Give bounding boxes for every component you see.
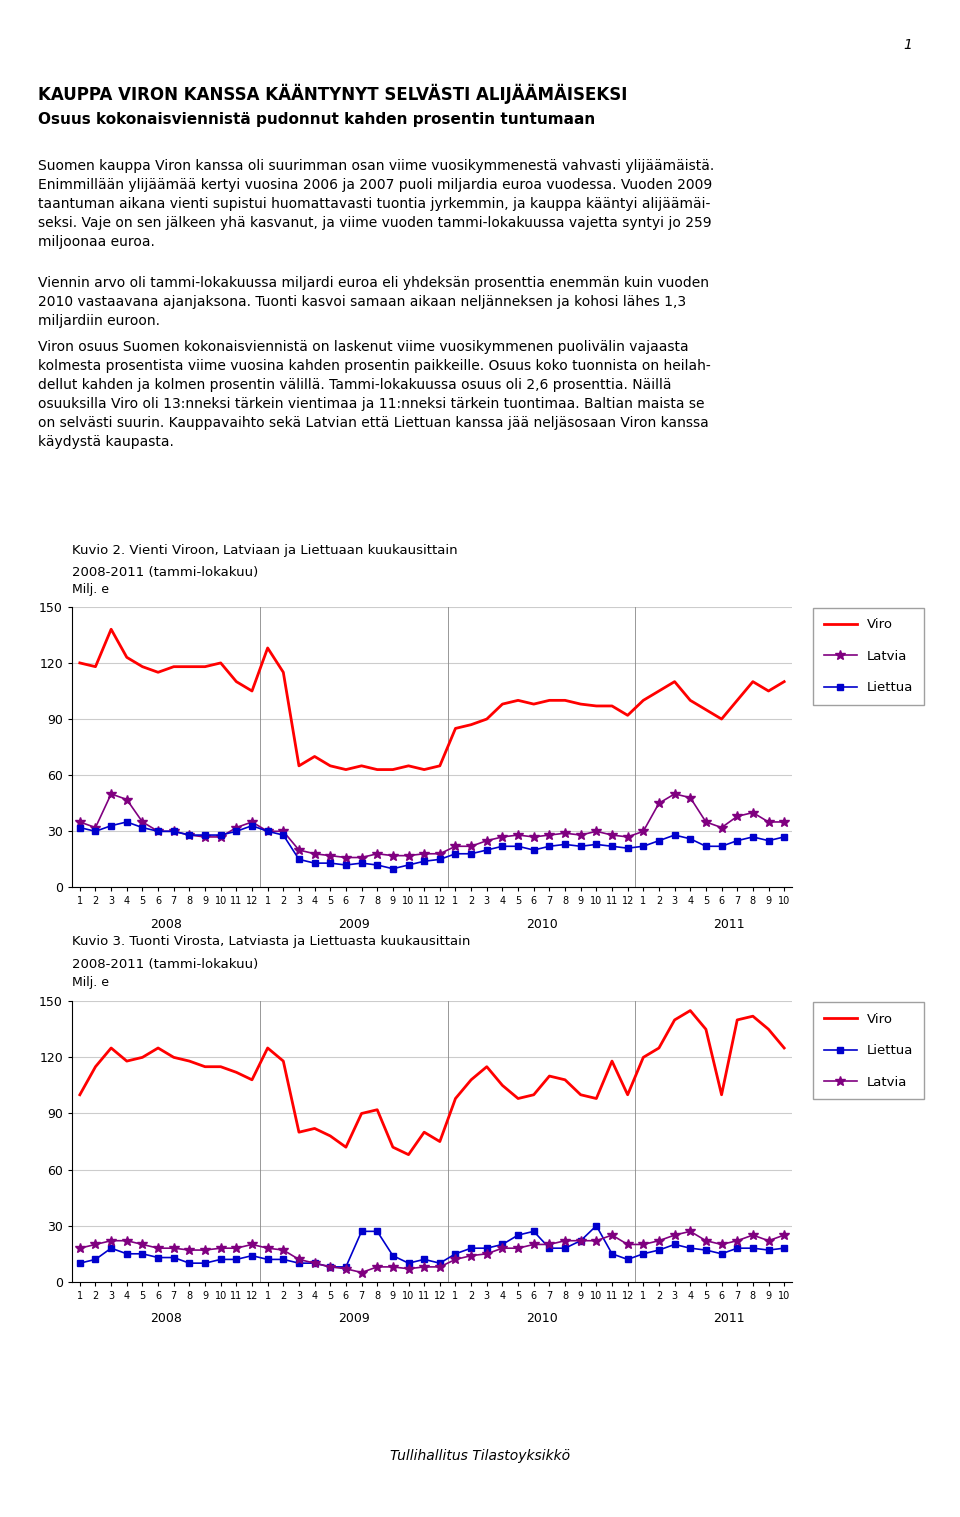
Text: 2008-2011 (tammi-lokakuu): 2008-2011 (tammi-lokakuu) [72,566,258,579]
Text: 2011: 2011 [713,1312,745,1326]
Text: Viron osuus Suomen kokonaisviennistä on laskenut viime vuosikymmenen puolivälin : Viron osuus Suomen kokonaisviennistä on … [38,340,711,449]
Text: Osuus kokonaisviennistä pudonnut kahden prosentin tuntumaan: Osuus kokonaisviennistä pudonnut kahden … [38,112,595,127]
Text: 2009: 2009 [338,918,370,931]
Text: 2010: 2010 [526,1312,558,1326]
Text: Viennin arvo oli tammi-lokakuussa miljardi euroa eli yhdeksän prosenttia enemmän: Viennin arvo oli tammi-lokakuussa miljar… [38,276,709,328]
Text: 2008: 2008 [150,918,181,931]
Legend: Viro, Liettua, Latvia: Viro, Liettua, Latvia [813,1003,924,1100]
Legend: Viro, Latvia, Liettua: Viro, Latvia, Liettua [813,608,924,705]
Text: Kuvio 2. Vienti Viroon, Latviaan ja Liettuaan kuukausittain: Kuvio 2. Vienti Viroon, Latviaan ja Liet… [72,543,458,557]
Text: KAUPPA VIRON KANSSA KÄÄNTYNYT SELVÄSTI ALIJÄÄMÄISEKSI: KAUPPA VIRON KANSSA KÄÄNTYNYT SELVÄSTI A… [38,83,628,103]
Text: Kuvio 3. Tuonti Virosta, Latviasta ja Liettuasta kuukausittain: Kuvio 3. Tuonti Virosta, Latviasta ja Li… [72,934,470,948]
Text: 2011: 2011 [713,918,745,931]
Text: Milj. e: Milj. e [72,583,109,596]
Text: Tullihallitus Tilastoyksikkö: Tullihallitus Tilastoyksikkö [390,1449,570,1464]
Text: 2008: 2008 [150,1312,181,1326]
Text: 2008-2011 (tammi-lokakuu): 2008-2011 (tammi-lokakuu) [72,957,258,971]
Text: Milj. e: Milj. e [72,975,109,989]
Text: Suomen kauppa Viron kanssa oli suurimman osan viime vuosikymmenestä vahvasti yli: Suomen kauppa Viron kanssa oli suurimman… [38,159,714,249]
Text: 2010: 2010 [526,918,558,931]
Text: 1: 1 [903,38,912,52]
Text: 2009: 2009 [338,1312,370,1326]
